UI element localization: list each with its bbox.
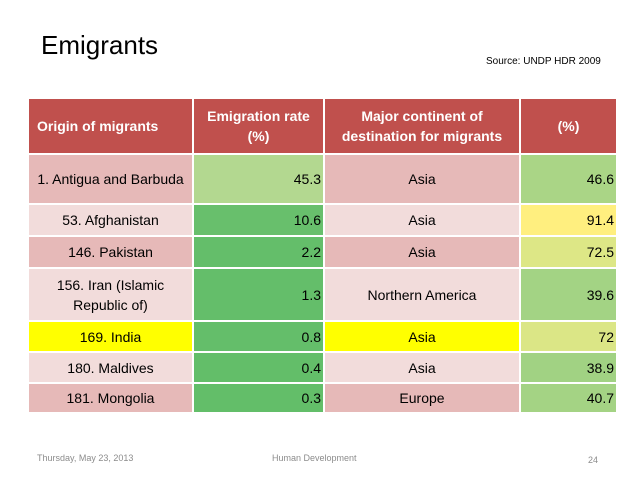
origin-cell: 1. Antigua and Barbuda <box>27 153 194 205</box>
emigration-rate-cell: 45.3 <box>192 153 325 205</box>
table-row: 53. Afghanistan 10.6 Asia 91.4 <box>27 203 618 237</box>
header-emigration-rate: Emigration rate (%) <box>192 97 325 155</box>
footer-title: Human Development <box>272 453 357 463</box>
emigration-rate-cell: 0.8 <box>192 320 325 353</box>
percent-cell: 38.9 <box>519 351 618 384</box>
slide-title: Emigrants <box>41 30 159 60</box>
origin-cell: 181. Mongolia <box>27 382 194 414</box>
table-row-highlighted: 169. India 0.8 Asia 72 <box>27 320 618 353</box>
table-row: 146. Pakistan 2.2 Asia 72.5 <box>27 235 618 269</box>
destination-continent-cell: Asia <box>323 351 521 384</box>
emigration-rate-cell: 0.4 <box>192 351 325 384</box>
destination-continent-cell: Europe <box>323 382 521 414</box>
destination-continent-cell: Asia <box>323 203 521 237</box>
emigration-rate-cell: 10.6 <box>192 203 325 237</box>
header-destination-continent: Major continent of destination for migra… <box>323 97 521 155</box>
table-row: 156. Iran (Islamic Republic of) 1.3 Nort… <box>27 267 618 322</box>
destination-continent-cell: Northern America <box>323 267 521 322</box>
destination-continent-cell: Asia <box>323 235 521 269</box>
destination-continent-cell: Asia <box>323 320 521 353</box>
header-origin: Origin of migrants <box>27 97 194 155</box>
header-percent: (%) <box>519 97 618 155</box>
footer-date: Thursday, May 23, 2013 <box>37 453 134 463</box>
destination-continent-cell: Asia <box>323 153 521 205</box>
source-note: Source: UNDP HDR 2009 <box>486 56 601 67</box>
table-row: 181. Mongolia 0.3 Europe 40.7 <box>27 382 618 414</box>
percent-cell: 46.6 <box>519 153 618 205</box>
header-row: Origin of migrants Emigration rate (%) M… <box>27 97 618 155</box>
percent-cell: 72 <box>519 320 618 353</box>
emigration-rate-cell: 1.3 <box>192 267 325 322</box>
table-row: 1. Antigua and Barbuda 45.3 Asia 46.6 <box>27 153 618 205</box>
percent-cell: 40.7 <box>519 382 618 414</box>
percent-cell: 39.6 <box>519 267 618 322</box>
origin-cell: 146. Pakistan <box>27 235 194 269</box>
page-number: 24 <box>588 455 599 465</box>
origin-cell: 156. Iran (Islamic Republic of) <box>27 267 194 322</box>
percent-cell: 91.4 <box>519 203 618 237</box>
emigration-rate-cell: 2.2 <box>192 235 325 269</box>
table-row: 180. Maldives 0.4 Asia 38.9 <box>27 351 618 384</box>
origin-cell: 53. Afghanistan <box>27 203 194 237</box>
emigration-rate-cell: 0.3 <box>192 382 325 414</box>
origin-cell: 180. Maldives <box>27 351 194 384</box>
origin-cell: 169. India <box>27 320 194 353</box>
percent-cell: 72.5 <box>519 235 618 269</box>
emigrants-table: Origin of migrants Emigration rate (%) M… <box>27 97 618 414</box>
